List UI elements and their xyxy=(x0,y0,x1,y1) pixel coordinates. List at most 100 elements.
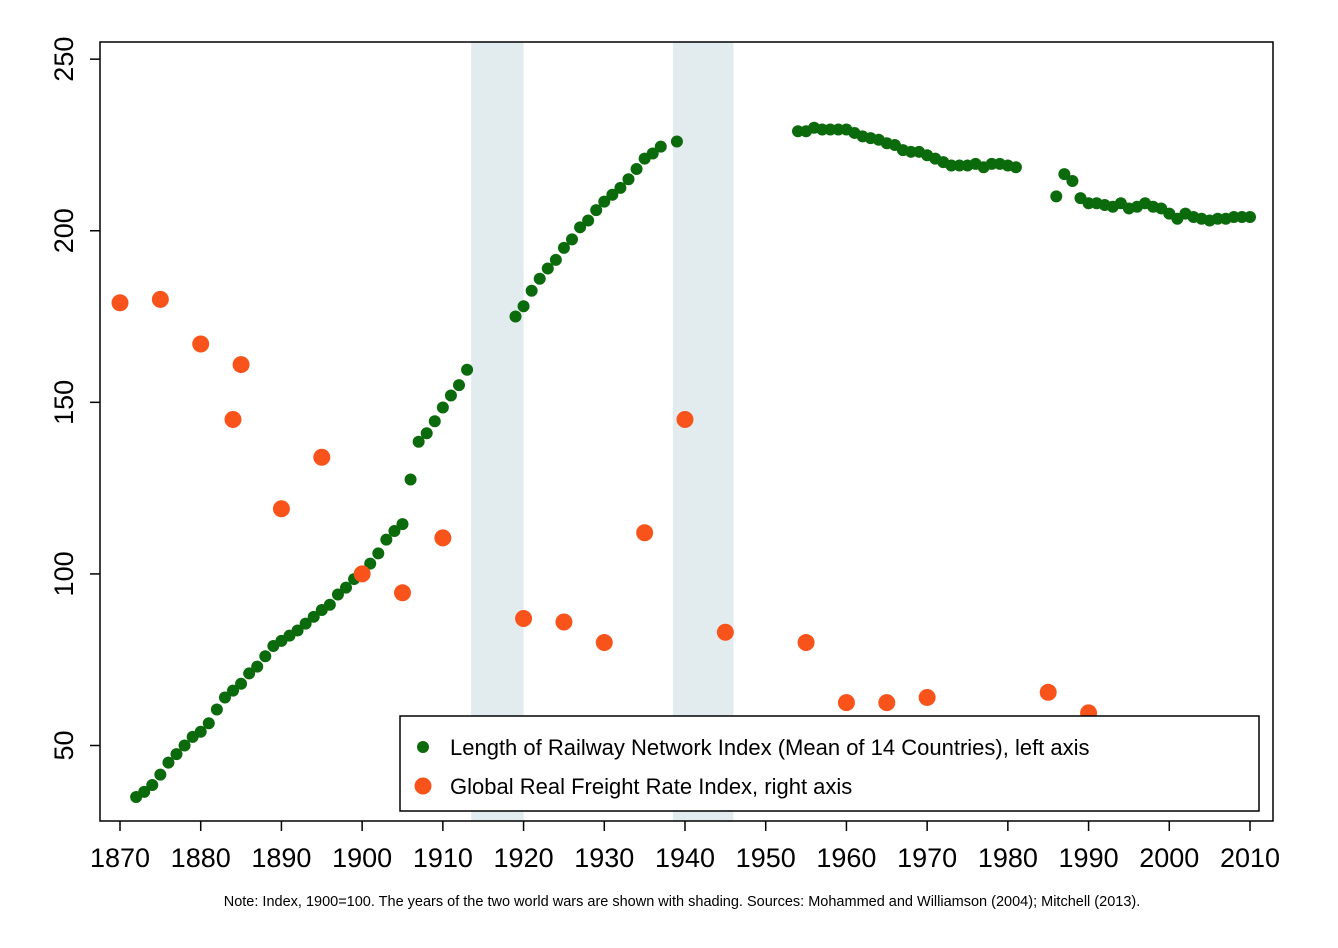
point-railway-1883 xyxy=(218,691,231,704)
point-railway-1928 xyxy=(582,214,595,227)
y-tick-label-150: 150 xyxy=(49,380,79,425)
point-railway-1911 xyxy=(444,389,457,402)
x-tick-label-1910: 1910 xyxy=(413,843,473,873)
y-tick-label-250: 250 xyxy=(49,37,79,82)
point-railway-1886 xyxy=(243,667,256,680)
x-tick-label-1900: 1900 xyxy=(332,843,392,873)
x-tick-label-1930: 1930 xyxy=(574,843,634,873)
point-railway-1922 xyxy=(533,272,546,285)
legend-label-railway: Length of Railway Network Index (Mean of… xyxy=(450,735,1090,760)
point-railway-1905 xyxy=(396,518,409,531)
series-layer xyxy=(111,121,1256,803)
point-freight-1895 xyxy=(313,448,331,466)
point-railway-1987 xyxy=(1058,168,1071,181)
point-freight-1890 xyxy=(272,500,290,518)
war-shading-layer xyxy=(471,42,734,821)
point-freight-1920 xyxy=(515,610,533,628)
point-railway-1897 xyxy=(331,588,344,601)
point-freight-1945 xyxy=(716,623,734,641)
point-railway-1888 xyxy=(259,650,272,663)
x-axis: 1870 1880 1890 1900 1910 1920 1930 1940 1950 1960… xyxy=(90,821,1280,873)
point-railway-1936 xyxy=(646,147,659,160)
point-railway-1882 xyxy=(210,703,223,716)
point-railway-1898 xyxy=(340,581,352,594)
point-railway-1903 xyxy=(380,533,393,546)
point-freight-1900 xyxy=(353,565,371,583)
point-railway-1937 xyxy=(654,140,667,153)
point-freight-1960 xyxy=(837,694,855,712)
point-freight-1955 xyxy=(797,634,815,652)
point-railway-1894 xyxy=(307,610,320,623)
y-axis: 50 100 150 200 250 xyxy=(49,37,100,761)
legend-label-freight: Global Real Freight Rate Index, right ax… xyxy=(450,774,852,799)
plot-frame xyxy=(99,41,1274,822)
point-railway-1881 xyxy=(202,717,215,730)
series-railway xyxy=(130,121,1256,803)
point-railway-1929 xyxy=(590,204,603,217)
point-freight-1910 xyxy=(434,529,452,547)
point-railway-1986 xyxy=(1050,190,1063,203)
point-railway-1931 xyxy=(606,188,619,201)
point-railway-1981 xyxy=(1009,161,1022,174)
point-railway-1878 xyxy=(178,739,191,752)
point-railway-1874 xyxy=(146,778,159,791)
y-tick-label-50: 50 xyxy=(49,730,79,760)
chart-note: Note: Index, 1900=100. The years of the … xyxy=(224,894,1141,910)
point-railway-1902 xyxy=(372,547,385,560)
point-railway-1877 xyxy=(170,748,183,761)
point-railway-1904 xyxy=(388,525,401,538)
war-shading-2 xyxy=(672,42,734,821)
x-tick-label-1940: 1940 xyxy=(655,843,715,873)
point-railway-1896 xyxy=(323,598,336,611)
point-freight-1930 xyxy=(595,634,613,652)
point-railway-1873 xyxy=(138,785,151,798)
point-railway-1912 xyxy=(453,379,465,392)
point-railway-1930 xyxy=(598,195,611,208)
x-tick-label-1950: 1950 xyxy=(736,843,796,873)
x-tick-label-2010: 2010 xyxy=(1220,843,1280,873)
point-railway-1908 xyxy=(420,427,433,440)
legend-marker-railway xyxy=(417,741,429,753)
point-railway-1939 xyxy=(670,135,683,148)
point-railway-1901 xyxy=(364,557,377,570)
point-railway-1921 xyxy=(525,284,538,297)
point-railway-1907 xyxy=(412,435,425,448)
point-railway-1923 xyxy=(541,262,554,275)
x-tick-label-1980: 1980 xyxy=(978,843,1038,873)
point-railway-1880 xyxy=(194,725,207,738)
point-railway-1876 xyxy=(162,756,175,769)
point-freight-1985 xyxy=(1039,683,1057,701)
point-railway-1924 xyxy=(549,253,562,266)
point-railway-1932 xyxy=(614,181,627,194)
point-freight-1885 xyxy=(232,356,250,374)
point-freight-1880 xyxy=(192,335,210,353)
point-railway-1927 xyxy=(574,221,587,234)
point-railway-1887 xyxy=(251,660,264,673)
series-freight xyxy=(111,290,1098,722)
point-railway-1893 xyxy=(299,617,312,630)
x-tick-label-1990: 1990 xyxy=(1059,843,1119,873)
point-railway-1925 xyxy=(557,241,570,254)
point-railway-1934 xyxy=(630,162,643,175)
point-freight-1935 xyxy=(636,524,654,542)
x-tick-label-1880: 1880 xyxy=(171,843,231,873)
point-railway-1988 xyxy=(1066,174,1079,187)
x-tick-label-1970: 1970 xyxy=(897,843,957,873)
point-railway-1913 xyxy=(461,363,474,376)
legend-box xyxy=(399,715,1260,812)
point-railway-1884 xyxy=(227,684,239,697)
point-freight-1870 xyxy=(111,294,129,312)
point-railway-1875 xyxy=(154,768,167,781)
point-railway-1910 xyxy=(436,401,449,414)
x-tick-label-1890: 1890 xyxy=(251,843,311,873)
point-railway-1926 xyxy=(566,233,578,246)
point-freight-1925 xyxy=(555,613,573,631)
point-freight-1884 xyxy=(224,410,242,428)
point-railway-2010 xyxy=(1244,211,1256,224)
legend-marker-freight xyxy=(414,777,432,795)
point-railway-1919 xyxy=(509,310,522,323)
point-freight-1875 xyxy=(151,290,169,308)
x-tick-label-1870: 1870 xyxy=(90,843,150,873)
point-railway-1920 xyxy=(517,300,530,313)
